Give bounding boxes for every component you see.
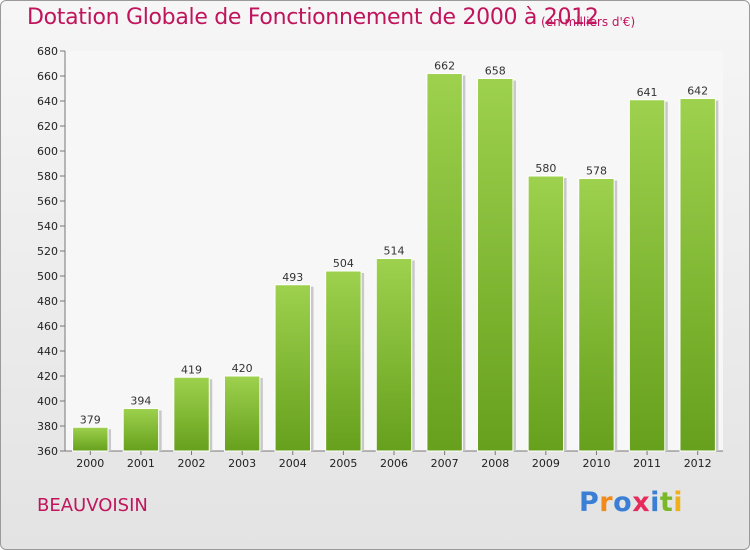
y-tick-label: 680 <box>37 45 58 58</box>
y-tick-label: 460 <box>37 320 58 333</box>
logo-letter: i <box>650 487 660 518</box>
y-tick-label: 580 <box>37 170 58 183</box>
logo-letter: P <box>579 487 600 518</box>
y-tick-label: 480 <box>37 295 58 308</box>
commune-name: BEAUVOISIN <box>37 495 148 516</box>
y-tick-label: 520 <box>37 245 58 258</box>
data-label: 580 <box>535 162 556 175</box>
y-tick-label: 560 <box>37 195 58 208</box>
logo-letter: r <box>599 487 614 518</box>
logo-letter: x <box>632 487 651 518</box>
bar <box>628 99 666 452</box>
bar <box>426 73 463 452</box>
data-label: 379 <box>80 413 101 426</box>
y-tick-label: 660 <box>37 70 58 83</box>
logo-letter: i <box>673 487 684 518</box>
y-tick-label: 600 <box>37 145 58 158</box>
bar <box>679 98 716 452</box>
data-label: 419 <box>181 363 202 376</box>
x-tick-label: 2011 <box>633 457 661 470</box>
data-label: 658 <box>485 65 506 78</box>
bar <box>578 178 615 452</box>
chart-title: Dotation Globale de Fonctionnement de 20… <box>27 5 599 30</box>
y-tick-label: 620 <box>37 120 58 133</box>
y-tick-label: 420 <box>37 370 58 383</box>
data-label: 578 <box>586 165 607 178</box>
x-tick-label: 2006 <box>380 457 408 470</box>
y-tick-label: 440 <box>37 345 58 358</box>
data-label: 514 <box>384 245 405 258</box>
data-label: 420 <box>232 362 253 375</box>
data-label: 662 <box>434 60 455 73</box>
x-tick-label: 2004 <box>279 457 307 470</box>
x-tick-label: 2009 <box>532 457 560 470</box>
data-label: 493 <box>282 271 303 284</box>
x-tick-label: 2008 <box>481 457 509 470</box>
proxiti-logo: Proxiti <box>579 487 683 518</box>
chart-subtitle: (en milliers d'€) <box>541 15 636 29</box>
bar <box>274 284 311 452</box>
y-tick-label: 360 <box>37 445 58 458</box>
logo-letter: o <box>613 487 633 518</box>
x-tick-label: 2002 <box>178 457 206 470</box>
bar <box>223 375 261 452</box>
y-tick-label: 640 <box>37 95 58 108</box>
data-label: 642 <box>687 85 708 98</box>
bar <box>173 376 210 452</box>
x-tick-label: 2007 <box>431 457 459 470</box>
x-tick-label: 2003 <box>228 457 256 470</box>
x-tick-label: 2005 <box>329 457 357 470</box>
data-label: 504 <box>333 257 354 270</box>
logo-letter: t <box>659 487 674 518</box>
data-label: 394 <box>130 395 151 408</box>
bar <box>325 270 362 452</box>
y-tick-label: 500 <box>37 270 58 283</box>
bar <box>375 258 413 452</box>
x-tick-label: 2012 <box>684 457 712 470</box>
y-tick-label: 380 <box>37 420 58 433</box>
bar <box>477 78 514 452</box>
x-tick-label: 2010 <box>582 457 610 470</box>
bar <box>122 408 160 452</box>
y-tick-label: 540 <box>37 220 58 233</box>
bar <box>527 175 565 452</box>
y-tick-label: 400 <box>37 395 58 408</box>
data-label: 641 <box>637 86 658 99</box>
bar <box>72 426 109 452</box>
x-tick-label: 2000 <box>76 457 104 470</box>
x-tick-label: 2001 <box>127 457 155 470</box>
